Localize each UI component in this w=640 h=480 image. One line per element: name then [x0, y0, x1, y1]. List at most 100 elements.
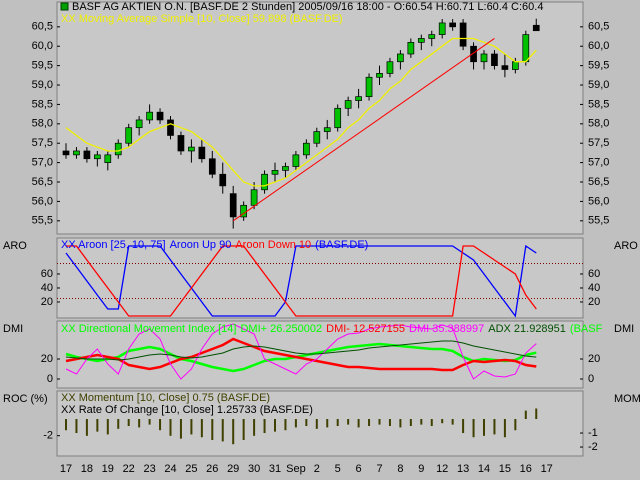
candle-body — [83, 150, 91, 160]
candle-body — [344, 100, 352, 109]
bar — [127, 419, 130, 427]
candle-body — [104, 154, 112, 163]
candle-body — [114, 142, 122, 156]
bar — [336, 419, 339, 427]
y-tick-label: 20 — [41, 296, 53, 308]
legend-entry: XX Moving Average Simple [10, Close] 59.… — [61, 13, 343, 25]
candle-body — [62, 150, 70, 156]
candle-body — [386, 61, 394, 74]
aroon-panel — [56, 237, 584, 319]
candle-body — [188, 146, 195, 152]
candle-body — [438, 22, 446, 35]
bar — [190, 419, 193, 435]
x-tick-label: 24 — [164, 463, 176, 475]
x-tick-label: 18 — [81, 463, 93, 475]
x-tick-label: 19 — [102, 463, 114, 475]
candle-body — [397, 53, 404, 63]
bar — [263, 419, 266, 434]
candle-body — [146, 111, 153, 121]
series-line — [65, 337, 537, 372]
candle-body — [501, 65, 509, 70]
bar — [253, 419, 256, 436]
x-tick-label: 7 — [376, 463, 382, 475]
y2-tick-label: 60 — [588, 268, 600, 280]
candle-body — [198, 146, 206, 160]
y2-tick-label: 58,0 — [588, 118, 609, 130]
candle-body — [376, 73, 383, 78]
bar — [169, 419, 172, 436]
y2-tick-label: 57,5 — [588, 137, 609, 149]
bar — [409, 419, 412, 427]
bar — [503, 419, 506, 438]
candle-body — [313, 131, 321, 144]
x-tick-label: 25 — [185, 463, 197, 475]
bar — [85, 419, 88, 436]
y2-tick-label: 20 — [588, 296, 600, 308]
y2-tick-label: 59,0 — [588, 79, 609, 91]
bar — [420, 419, 423, 425]
y2-tick-label: 60,0 — [588, 40, 609, 52]
bar — [305, 419, 308, 427]
legend-suffix: (BASF.DE) — [315, 239, 368, 251]
legend-suffix: (BASF — [570, 323, 603, 335]
bar — [242, 419, 245, 441]
x-tick-label: 5 — [335, 463, 341, 475]
legend-entry: DMI+ 26.250002 — [240, 323, 322, 335]
series-line — [66, 245, 537, 317]
bar — [430, 419, 433, 427]
candle-body — [93, 154, 101, 160]
legend-entry: XX Momentum [10, Close] 0.75 (BASF.DE) — [61, 392, 270, 404]
candle-body — [219, 173, 227, 187]
y2-tick-label: 40 — [588, 282, 600, 294]
x-tick-label: 6 — [356, 463, 362, 475]
x-tick-label: 31 — [269, 463, 281, 475]
bar — [65, 419, 67, 431]
legend: XX Directional Movement Index [14] DMI+ 2… — [61, 323, 603, 335]
candle-body — [167, 119, 174, 136]
y-tick-label: 57,0 — [32, 157, 53, 169]
series-line — [65, 342, 537, 373]
x-tick-label: 14 — [478, 463, 490, 475]
x-tick-label: 22 — [123, 463, 135, 475]
bar — [357, 419, 360, 428]
x-tick-label: 17 — [541, 463, 553, 475]
candle-body — [271, 170, 279, 175]
bar — [284, 419, 287, 431]
candle-body — [417, 38, 425, 43]
candle-body — [156, 111, 164, 121]
candle-body — [355, 96, 362, 101]
y2-tick-label: -2 — [588, 441, 598, 453]
y-tick-label: 60,5 — [32, 21, 53, 33]
y-axis-label: ROC (%) — [3, 393, 48, 405]
legend-icon — [60, 2, 69, 11]
bar — [535, 408, 538, 420]
bar — [368, 419, 371, 427]
legend-entry: Aroon Down 10 — [235, 239, 311, 251]
y-tick-label: 55,5 — [32, 215, 53, 227]
candle-body — [282, 166, 289, 171]
bar — [232, 419, 235, 445]
candle-body — [470, 45, 477, 63]
x-tick-label: Sep — [286, 463, 306, 475]
candle-body — [334, 107, 342, 129]
legend-title: XX Rate Of Change [10, Close] 1.25733 (B… — [61, 404, 313, 416]
candle-body — [522, 34, 530, 63]
y2-tick-label: 55,5 — [588, 215, 609, 227]
x-tick-label: 16 — [520, 463, 532, 475]
bar — [200, 419, 203, 438]
y2-tick-label: 56,0 — [588, 195, 609, 207]
y2-tick-label: 60,5 — [588, 21, 609, 33]
candle-body — [365, 76, 373, 98]
candle-body — [261, 173, 268, 191]
y2-axis-label: ARO — [614, 240, 638, 252]
bar — [106, 419, 109, 435]
legend-title: XX Directional Movement Index [14] — [61, 323, 236, 335]
y2-tick-label: -1 — [588, 427, 598, 439]
legend-entry: DMI- 12.527155 — [326, 323, 405, 335]
y-tick-label: 58,5 — [32, 98, 53, 110]
series-line — [65, 340, 537, 361]
chart-title: BASF AG AKTIEN O.N. [BASF.DE 2 Stunden] … — [72, 1, 543, 13]
x-tick-label: 17 — [60, 463, 72, 475]
y-tick-label: 60 — [41, 268, 53, 280]
y2-axis-label: MOM — [614, 393, 640, 405]
